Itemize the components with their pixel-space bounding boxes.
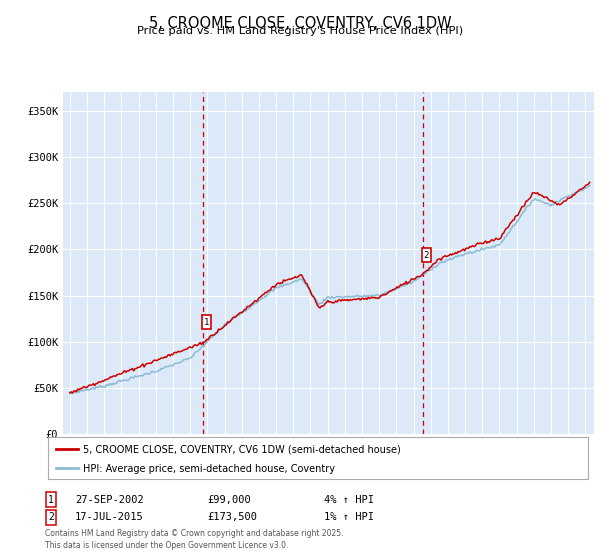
- Text: 5, CROOME CLOSE, COVENTRY, CV6 1DW: 5, CROOME CLOSE, COVENTRY, CV6 1DW: [149, 16, 451, 31]
- Text: 27-SEP-2002: 27-SEP-2002: [75, 494, 144, 505]
- Text: £99,000: £99,000: [207, 494, 251, 505]
- Text: £173,500: £173,500: [207, 512, 257, 522]
- Text: HPI: Average price, semi-detached house, Coventry: HPI: Average price, semi-detached house,…: [83, 464, 335, 474]
- Text: 2: 2: [48, 512, 54, 522]
- Text: Contains HM Land Registry data © Crown copyright and database right 2025.
This d: Contains HM Land Registry data © Crown c…: [45, 529, 343, 550]
- Text: 4% ↑ HPI: 4% ↑ HPI: [324, 494, 374, 505]
- Text: 1: 1: [48, 494, 54, 505]
- Text: 1% ↑ HPI: 1% ↑ HPI: [324, 512, 374, 522]
- Text: 17-JUL-2015: 17-JUL-2015: [75, 512, 144, 522]
- Text: 1: 1: [204, 318, 209, 326]
- Text: 5, CROOME CLOSE, COVENTRY, CV6 1DW (semi-detached house): 5, CROOME CLOSE, COVENTRY, CV6 1DW (semi…: [83, 445, 401, 454]
- Text: Price paid vs. HM Land Registry's House Price Index (HPI): Price paid vs. HM Land Registry's House …: [137, 26, 463, 36]
- Text: 2: 2: [424, 251, 429, 260]
